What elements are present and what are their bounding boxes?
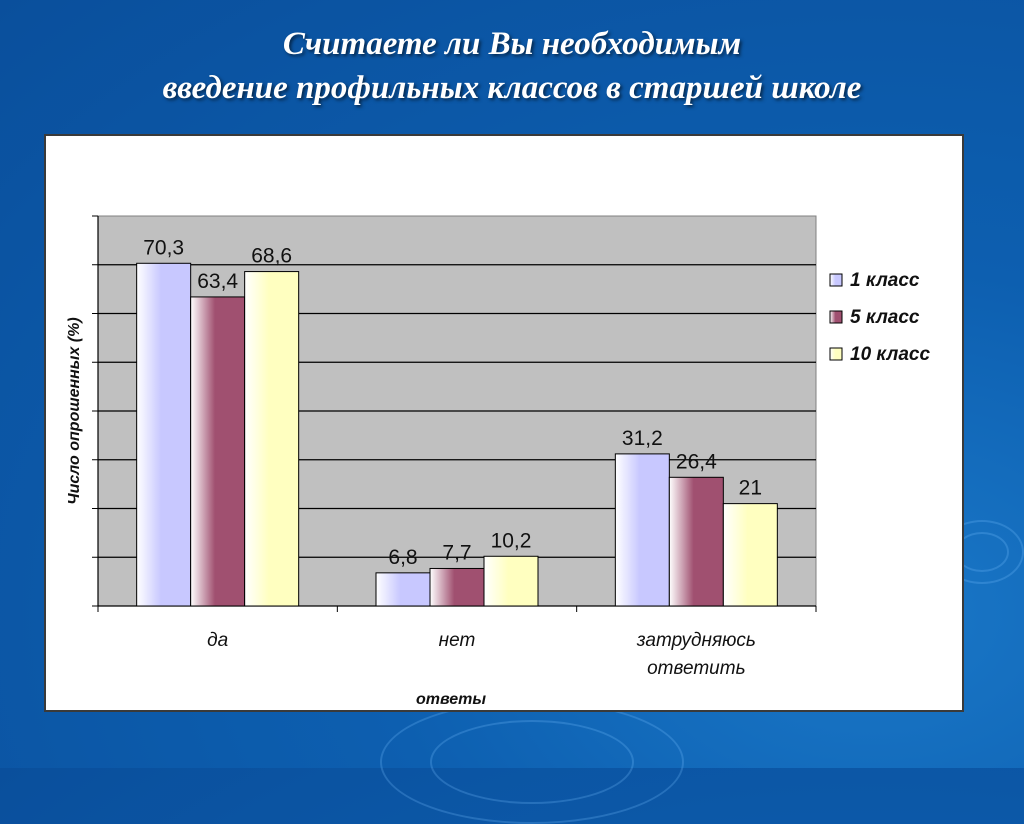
slide-title: Считаете ли Вы необходимым введение проф…	[0, 22, 1024, 110]
category-label: ответить	[647, 658, 745, 679]
data-label: 31,2	[622, 427, 663, 450]
legend-swatch	[829, 347, 843, 361]
bar	[668, 476, 724, 607]
data-label: 26,4	[676, 450, 717, 473]
x-axis-title: ответы	[416, 691, 486, 708]
bar	[190, 296, 246, 607]
legend-swatch	[829, 273, 843, 287]
category-label: нет	[439, 630, 476, 651]
ripple-decoration	[430, 720, 634, 804]
bar	[375, 572, 431, 607]
data-label: 21	[739, 477, 762, 500]
legend-entry: 5 класс	[850, 307, 920, 328]
chart-panel: 70,3 63,4 68,6 да 6,8 7,7 10,2 нет 31,2 26,4 21 зат…	[44, 134, 964, 712]
data-label: 7,7	[442, 541, 471, 564]
category-label: да	[207, 630, 228, 651]
slide-title-line1: Считаете ли Вы необходимым	[282, 26, 742, 62]
data-label: 10,2	[491, 529, 532, 552]
bar-chart: 70,3 63,4 68,6 да 6,8 7,7 10,2 нет 31,2 26,4 21 зат…	[66, 215, 930, 708]
y-axis-title: Число опрошенных (%)	[66, 317, 83, 504]
bar	[429, 567, 485, 607]
data-label: 6,8	[388, 546, 417, 569]
category-label: затрудняюсь	[636, 630, 756, 651]
bar	[483, 555, 539, 607]
data-label: 63,4	[197, 270, 238, 293]
legend-swatch	[829, 310, 843, 324]
legend-entry: 1 класс	[850, 270, 920, 291]
bar	[136, 262, 192, 607]
data-label: 70,3	[143, 236, 184, 259]
slide-title-line2: введение профильных классов в старшей шк…	[162, 70, 862, 106]
data-label: 68,6	[251, 245, 292, 268]
bar	[614, 453, 670, 607]
bar	[722, 503, 778, 607]
legend-entry: 10 класс	[850, 344, 930, 365]
bar	[244, 271, 300, 607]
